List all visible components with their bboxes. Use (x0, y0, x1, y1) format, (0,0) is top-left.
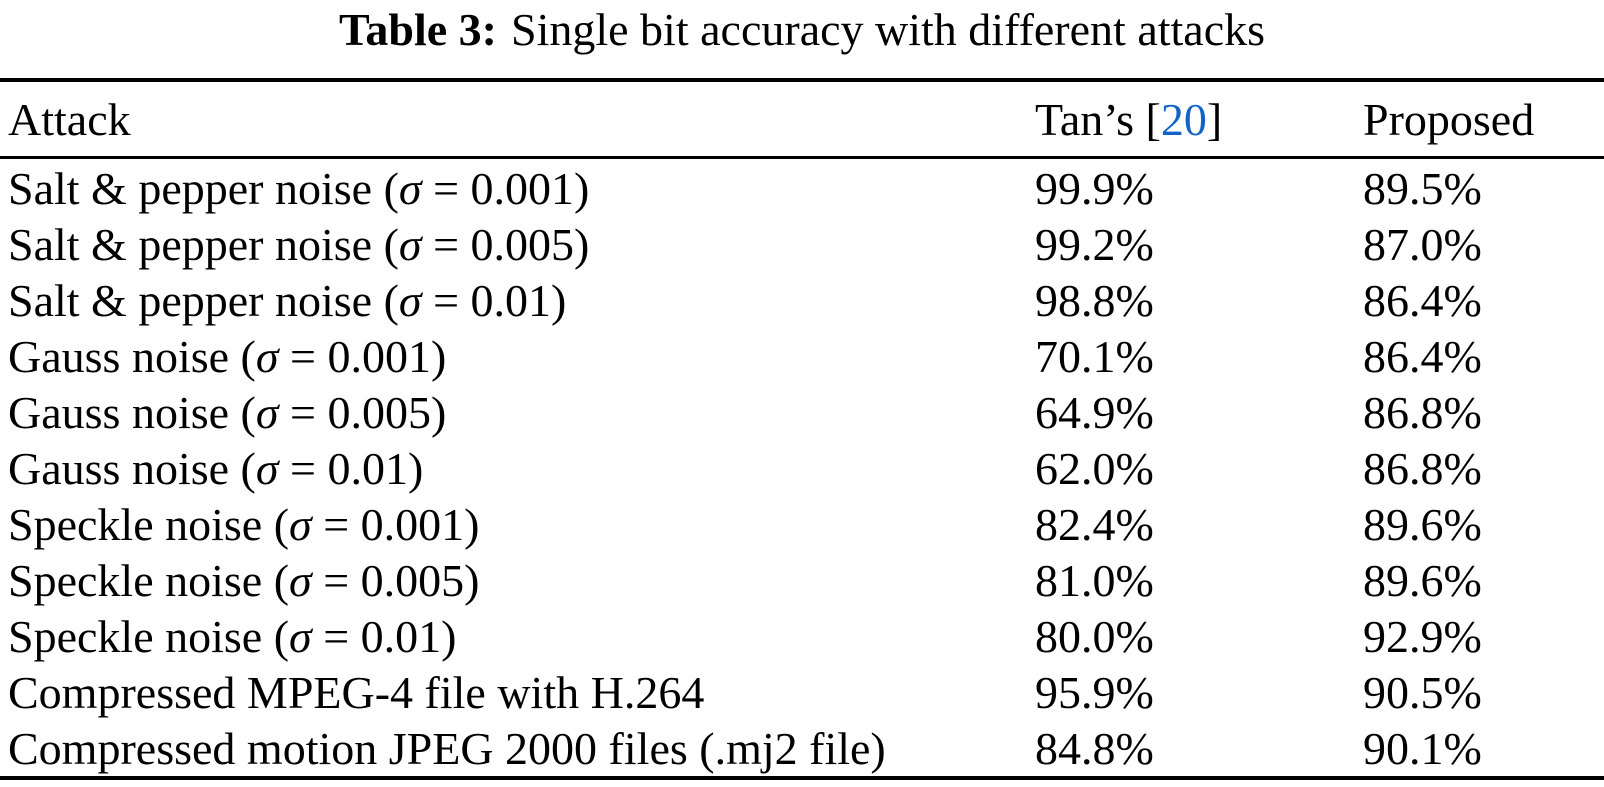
column-header-attack: Attack (8, 93, 131, 145)
sigma-value: = 0.001) (278, 330, 447, 382)
sigma-symbol: σ (398, 274, 422, 326)
sigma-symbol: σ (289, 554, 312, 606)
attack-label: Compressed MPEG-4 file with H.264 (8, 666, 705, 718)
attack-cell: Compressed MPEG-4 file with H.264 (0, 666, 1035, 719)
results-table: Attack Tan’s [20] Proposed Salt & pepper… (0, 78, 1604, 780)
sigma-symbol: σ (289, 610, 312, 662)
table-row: Speckle noise (σ = 0.005) 81.0% 89.6% (0, 552, 1604, 608)
table-row: Gauss noise (σ = 0.001) 70.1% 86.4% (0, 328, 1604, 384)
sigma-symbol: σ (289, 498, 312, 550)
proposed-value-cell: 89.5% (1363, 162, 1482, 214)
attack-label: Gauss noise ( (8, 386, 256, 438)
attack-cell: Gauss noise (σ = 0.001) (0, 330, 1035, 383)
table-caption-text: Single bit accuracy with different attac… (511, 4, 1266, 55)
attack-label: Salt & pepper noise ( (8, 274, 399, 326)
attack-cell: Speckle noise (σ = 0.005) (0, 554, 1035, 607)
sigma-value: = 0.005) (311, 554, 480, 606)
attack-label: Salt & pepper noise ( (8, 162, 399, 214)
attack-cell: Gauss noise (σ = 0.01) (0, 442, 1035, 495)
attack-cell: Salt & pepper noise (σ = 0.005) (0, 218, 1035, 271)
attack-label: Speckle noise ( (8, 610, 290, 662)
attack-label: Compressed motion JPEG 2000 files (.mj2 … (8, 722, 886, 774)
table-row: Compressed motion JPEG 2000 files (.mj2 … (0, 720, 1604, 776)
attack-cell: Compressed motion JPEG 2000 files (.mj2 … (0, 722, 1035, 775)
citation-bracket-close: ] (1206, 93, 1223, 145)
sigma-symbol: σ (255, 330, 279, 382)
sigma-value: = 0.01) (311, 610, 457, 662)
sigma-value: = 0.01) (278, 442, 424, 494)
tans-value-cell: 70.1% (1035, 330, 1154, 382)
proposed-value-cell: 90.5% (1363, 666, 1482, 718)
table-row: Speckle noise (σ = 0.01) 80.0% 92.9% (0, 608, 1604, 664)
tans-value-cell: 98.8% (1035, 274, 1154, 326)
attack-label: Speckle noise ( (8, 554, 290, 606)
sigma-symbol: σ (398, 218, 422, 270)
citation-bracket-open: [ (1145, 93, 1161, 145)
table-caption-label: Table 3: (338, 4, 497, 55)
sigma-value: = 0.01) (421, 274, 567, 326)
proposed-value-cell: 86.8% (1363, 442, 1482, 494)
proposed-value-cell: 89.6% (1363, 498, 1482, 550)
attack-label: Salt & pepper noise ( (8, 218, 399, 270)
sigma-value: = 0.005) (278, 386, 447, 438)
attack-cell: Speckle noise (σ = 0.01) (0, 610, 1035, 663)
sigma-symbol: σ (255, 442, 279, 494)
tans-value-cell: 82.4% (1035, 498, 1154, 550)
table-row: Compressed MPEG-4 file with H.264 95.9% … (0, 664, 1604, 720)
citation-link[interactable]: 20 (1160, 93, 1207, 145)
table-header-row: Attack Tan’s [20] Proposed (0, 82, 1604, 159)
sigma-value: = 0.001) (421, 162, 590, 214)
table-row: Salt & pepper noise (σ = 0.001) 99.9% 89… (0, 160, 1604, 216)
proposed-value-cell: 87.0% (1363, 218, 1482, 270)
table-row: Gauss noise (σ = 0.005) 64.9% 86.8% (0, 384, 1604, 440)
tans-value-cell: 95.9% (1035, 666, 1154, 718)
tans-value-cell: 80.0% (1035, 610, 1154, 662)
proposed-value-cell: 92.9% (1363, 610, 1482, 662)
proposed-value-cell: 86.4% (1363, 330, 1482, 382)
tans-value-cell: 62.0% (1035, 442, 1154, 494)
table-body: Salt & pepper noise (σ = 0.001) 99.9% 89… (0, 159, 1604, 776)
attack-label: Speckle noise ( (8, 498, 290, 550)
sigma-value: = 0.001) (311, 498, 480, 550)
tans-value-cell: 81.0% (1035, 554, 1154, 606)
table-row: Gauss noise (σ = 0.01) 62.0% 86.8% (0, 440, 1604, 496)
proposed-value-cell: 86.4% (1363, 274, 1482, 326)
tans-label: Tan’s (1035, 93, 1146, 145)
attack-label: Gauss noise ( (8, 442, 256, 494)
proposed-value-cell: 89.6% (1363, 554, 1482, 606)
attack-cell: Gauss noise (σ = 0.005) (0, 386, 1035, 439)
proposed-value-cell: 86.8% (1363, 386, 1482, 438)
table-caption: Table 3: Single bit accuracy with differe… (0, 4, 1604, 56)
column-header-tans: Tan’s [20] (1035, 93, 1363, 146)
table-row: Salt & pepper noise (σ = 0.01) 98.8% 86.… (0, 272, 1604, 328)
table-row: Speckle noise (σ = 0.001) 82.4% 89.6% (0, 496, 1604, 552)
attack-cell: Speckle noise (σ = 0.001) (0, 498, 1035, 551)
sigma-symbol: σ (255, 386, 279, 438)
sigma-symbol: σ (398, 162, 422, 214)
tans-value-cell: 64.9% (1035, 386, 1154, 438)
attack-label: Gauss noise ( (8, 330, 256, 382)
column-header-proposed: Proposed (1363, 93, 1535, 145)
tans-value-cell: 84.8% (1035, 722, 1154, 774)
proposed-value-cell: 90.1% (1363, 722, 1482, 774)
sigma-value: = 0.005) (421, 218, 590, 270)
attack-cell: Salt & pepper noise (σ = 0.001) (0, 162, 1035, 215)
attack-cell: Salt & pepper noise (σ = 0.01) (0, 274, 1035, 327)
tans-value-cell: 99.9% (1035, 162, 1154, 214)
table-row: Salt & pepper noise (σ = 0.005) 99.2% 87… (0, 216, 1604, 272)
tans-value-cell: 99.2% (1035, 218, 1154, 270)
